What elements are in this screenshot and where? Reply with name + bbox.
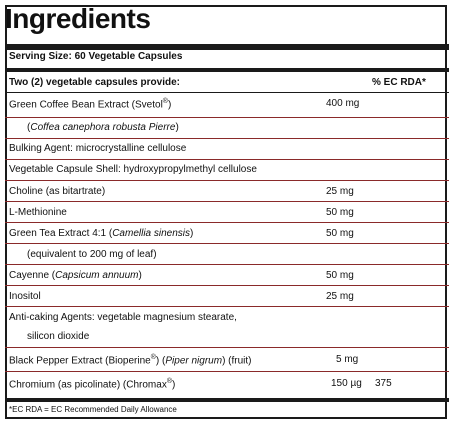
ingredient-name: (Coffea canephora robusta Pierre) <box>27 122 179 133</box>
serving-size: Serving Size: 60 Vegetable Capsules <box>9 51 183 62</box>
row-divider <box>5 138 449 139</box>
ingredient-name: Anti-caking Agents: vegetable magnesium … <box>9 312 237 323</box>
serving-divider <box>5 68 449 72</box>
footer-divider <box>5 398 449 402</box>
header-divider <box>5 92 449 93</box>
row-divider <box>5 285 449 286</box>
footnote: *EC RDA = EC Recommended Daily Allowance <box>9 405 177 414</box>
row-divider <box>5 201 449 202</box>
ingredient-amount: 50 mg <box>326 270 354 281</box>
ingredient-name: Black Pepper Extract (Bioperine®) (Piper… <box>9 354 252 367</box>
ingredient-name: Cayenne (Capsicum annuum) <box>9 270 142 281</box>
page-title: Ingredients <box>5 3 151 34</box>
ingredient-name: Inositol <box>9 291 41 302</box>
ingredients-panel <box>5 5 447 419</box>
ingredient-name: Bulking Agent: microcrystalline cellulos… <box>9 143 187 154</box>
row-divider <box>5 264 449 265</box>
ingredient-rda: 375 <box>375 378 392 389</box>
row-divider <box>5 306 449 307</box>
ingredient-name: Chromium (as picolinate) (Chromax®) <box>9 378 176 391</box>
rda-header: % EC RDA* <box>372 77 426 88</box>
row-divider <box>5 180 449 181</box>
ingredient-name: L-Methionine <box>9 207 67 218</box>
row-divider <box>5 347 449 348</box>
title-divider <box>5 44 449 50</box>
ingredient-name: Vegetable Capsule Shell: hydroxypropylme… <box>9 164 257 175</box>
row-divider <box>5 371 449 372</box>
ingredient-amount: 25 mg <box>326 291 354 302</box>
ingredient-amount: 150 µg <box>331 378 362 389</box>
ingredient-amount: 25 mg <box>326 186 354 197</box>
ingredient-amount: 50 mg <box>326 228 354 239</box>
ingredient-name: Green Coffee Bean Extract (Svetol®) <box>9 98 172 111</box>
row-divider <box>5 117 449 118</box>
ingredient-amount: 5 mg <box>336 354 359 365</box>
ingredient-name: (equivalent to 200 mg of leaf) <box>27 249 157 260</box>
ingredient-name: Choline (as bitartrate) <box>9 186 106 197</box>
ingredient-name: silicon dioxide <box>27 331 90 342</box>
row-divider <box>5 243 449 244</box>
provide-header: Two (2) vegetable capsules provide: <box>9 77 180 88</box>
ingredient-name: Green Tea Extract 4:1 (Camellia sinensis… <box>9 228 194 239</box>
ingredient-amount: 50 mg <box>326 207 354 218</box>
row-divider <box>5 159 449 160</box>
row-divider <box>5 222 449 223</box>
ingredient-amount: 400 mg <box>326 98 360 109</box>
